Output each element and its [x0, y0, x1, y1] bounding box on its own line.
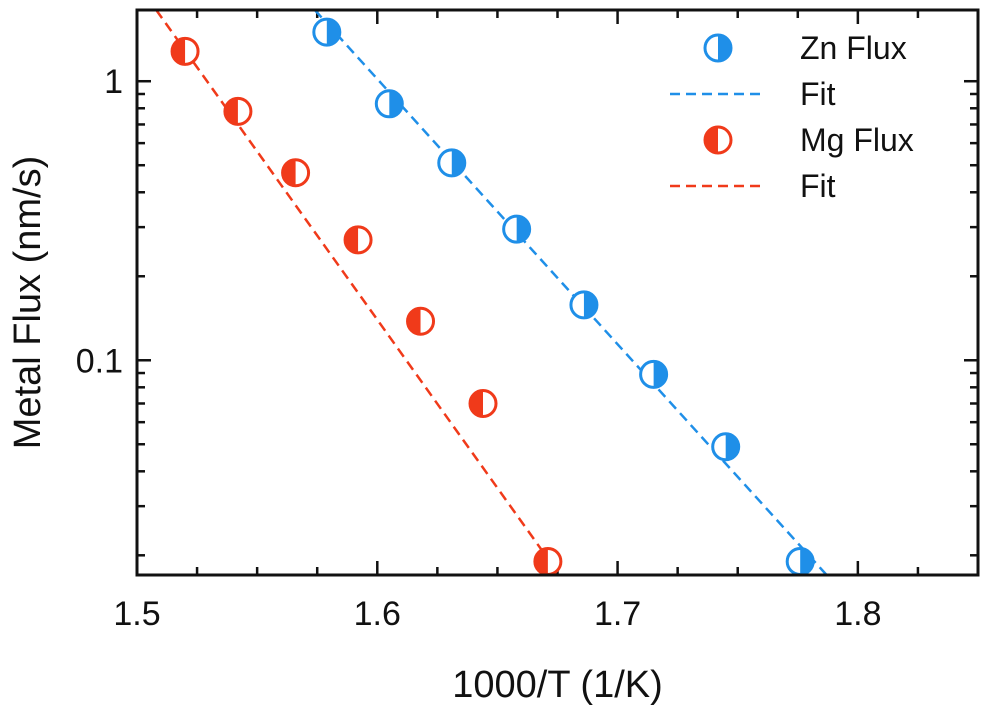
zn-flux-point — [437, 148, 467, 178]
zn-flux-point — [569, 290, 599, 320]
zn-flux-point — [785, 547, 815, 577]
mg-flux-point — [406, 306, 436, 336]
legend: Zn Flux Fit Mg Flux Fit — [670, 30, 914, 204]
tick-labels: 1.5 1.6 1.7 1.8 0.1 1 — [76, 63, 882, 633]
data-points — [170, 17, 815, 577]
legend-label: Zn Flux — [800, 30, 907, 66]
fit-line-3 — [155, 10, 547, 557]
x-tick-label: 1.7 — [594, 595, 641, 633]
zn-flux-point — [639, 359, 669, 389]
zn-flux-point — [374, 89, 404, 119]
y-tick-label: 1 — [104, 63, 123, 101]
x-axis-title: 1000/T (1/K) — [452, 664, 663, 706]
mg-flux-point — [170, 36, 200, 66]
x-tick-label: 1.8 — [834, 595, 881, 633]
zn-flux-point — [711, 432, 741, 462]
zn-flux-point — [502, 214, 532, 244]
mg-flux-point — [533, 547, 563, 577]
legend-label: Fit — [800, 168, 836, 204]
mg-flux-point — [468, 388, 498, 418]
x-tick-label: 1.5 — [113, 595, 160, 633]
mg-flux-point — [223, 96, 253, 126]
mg-flux-point — [281, 158, 311, 188]
x-tick-label: 1.6 — [354, 595, 401, 633]
legend-marker-swatch — [703, 33, 733, 63]
y-tick-label: 0.1 — [76, 342, 123, 380]
legend-label: Mg Flux — [800, 122, 914, 158]
zn-flux-point — [312, 17, 342, 47]
legend-label: Fit — [800, 76, 836, 112]
axis-ticks — [135, 10, 980, 575]
mg-flux-point — [343, 225, 373, 255]
legend-marker-swatch — [703, 125, 733, 155]
y-axis-title: Metal Flux (nm/s) — [7, 156, 49, 449]
plot-frame — [135, 8, 980, 577]
